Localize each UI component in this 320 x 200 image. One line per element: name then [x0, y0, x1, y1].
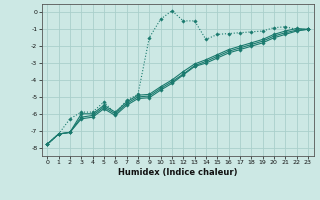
X-axis label: Humidex (Indice chaleur): Humidex (Indice chaleur) — [118, 168, 237, 177]
